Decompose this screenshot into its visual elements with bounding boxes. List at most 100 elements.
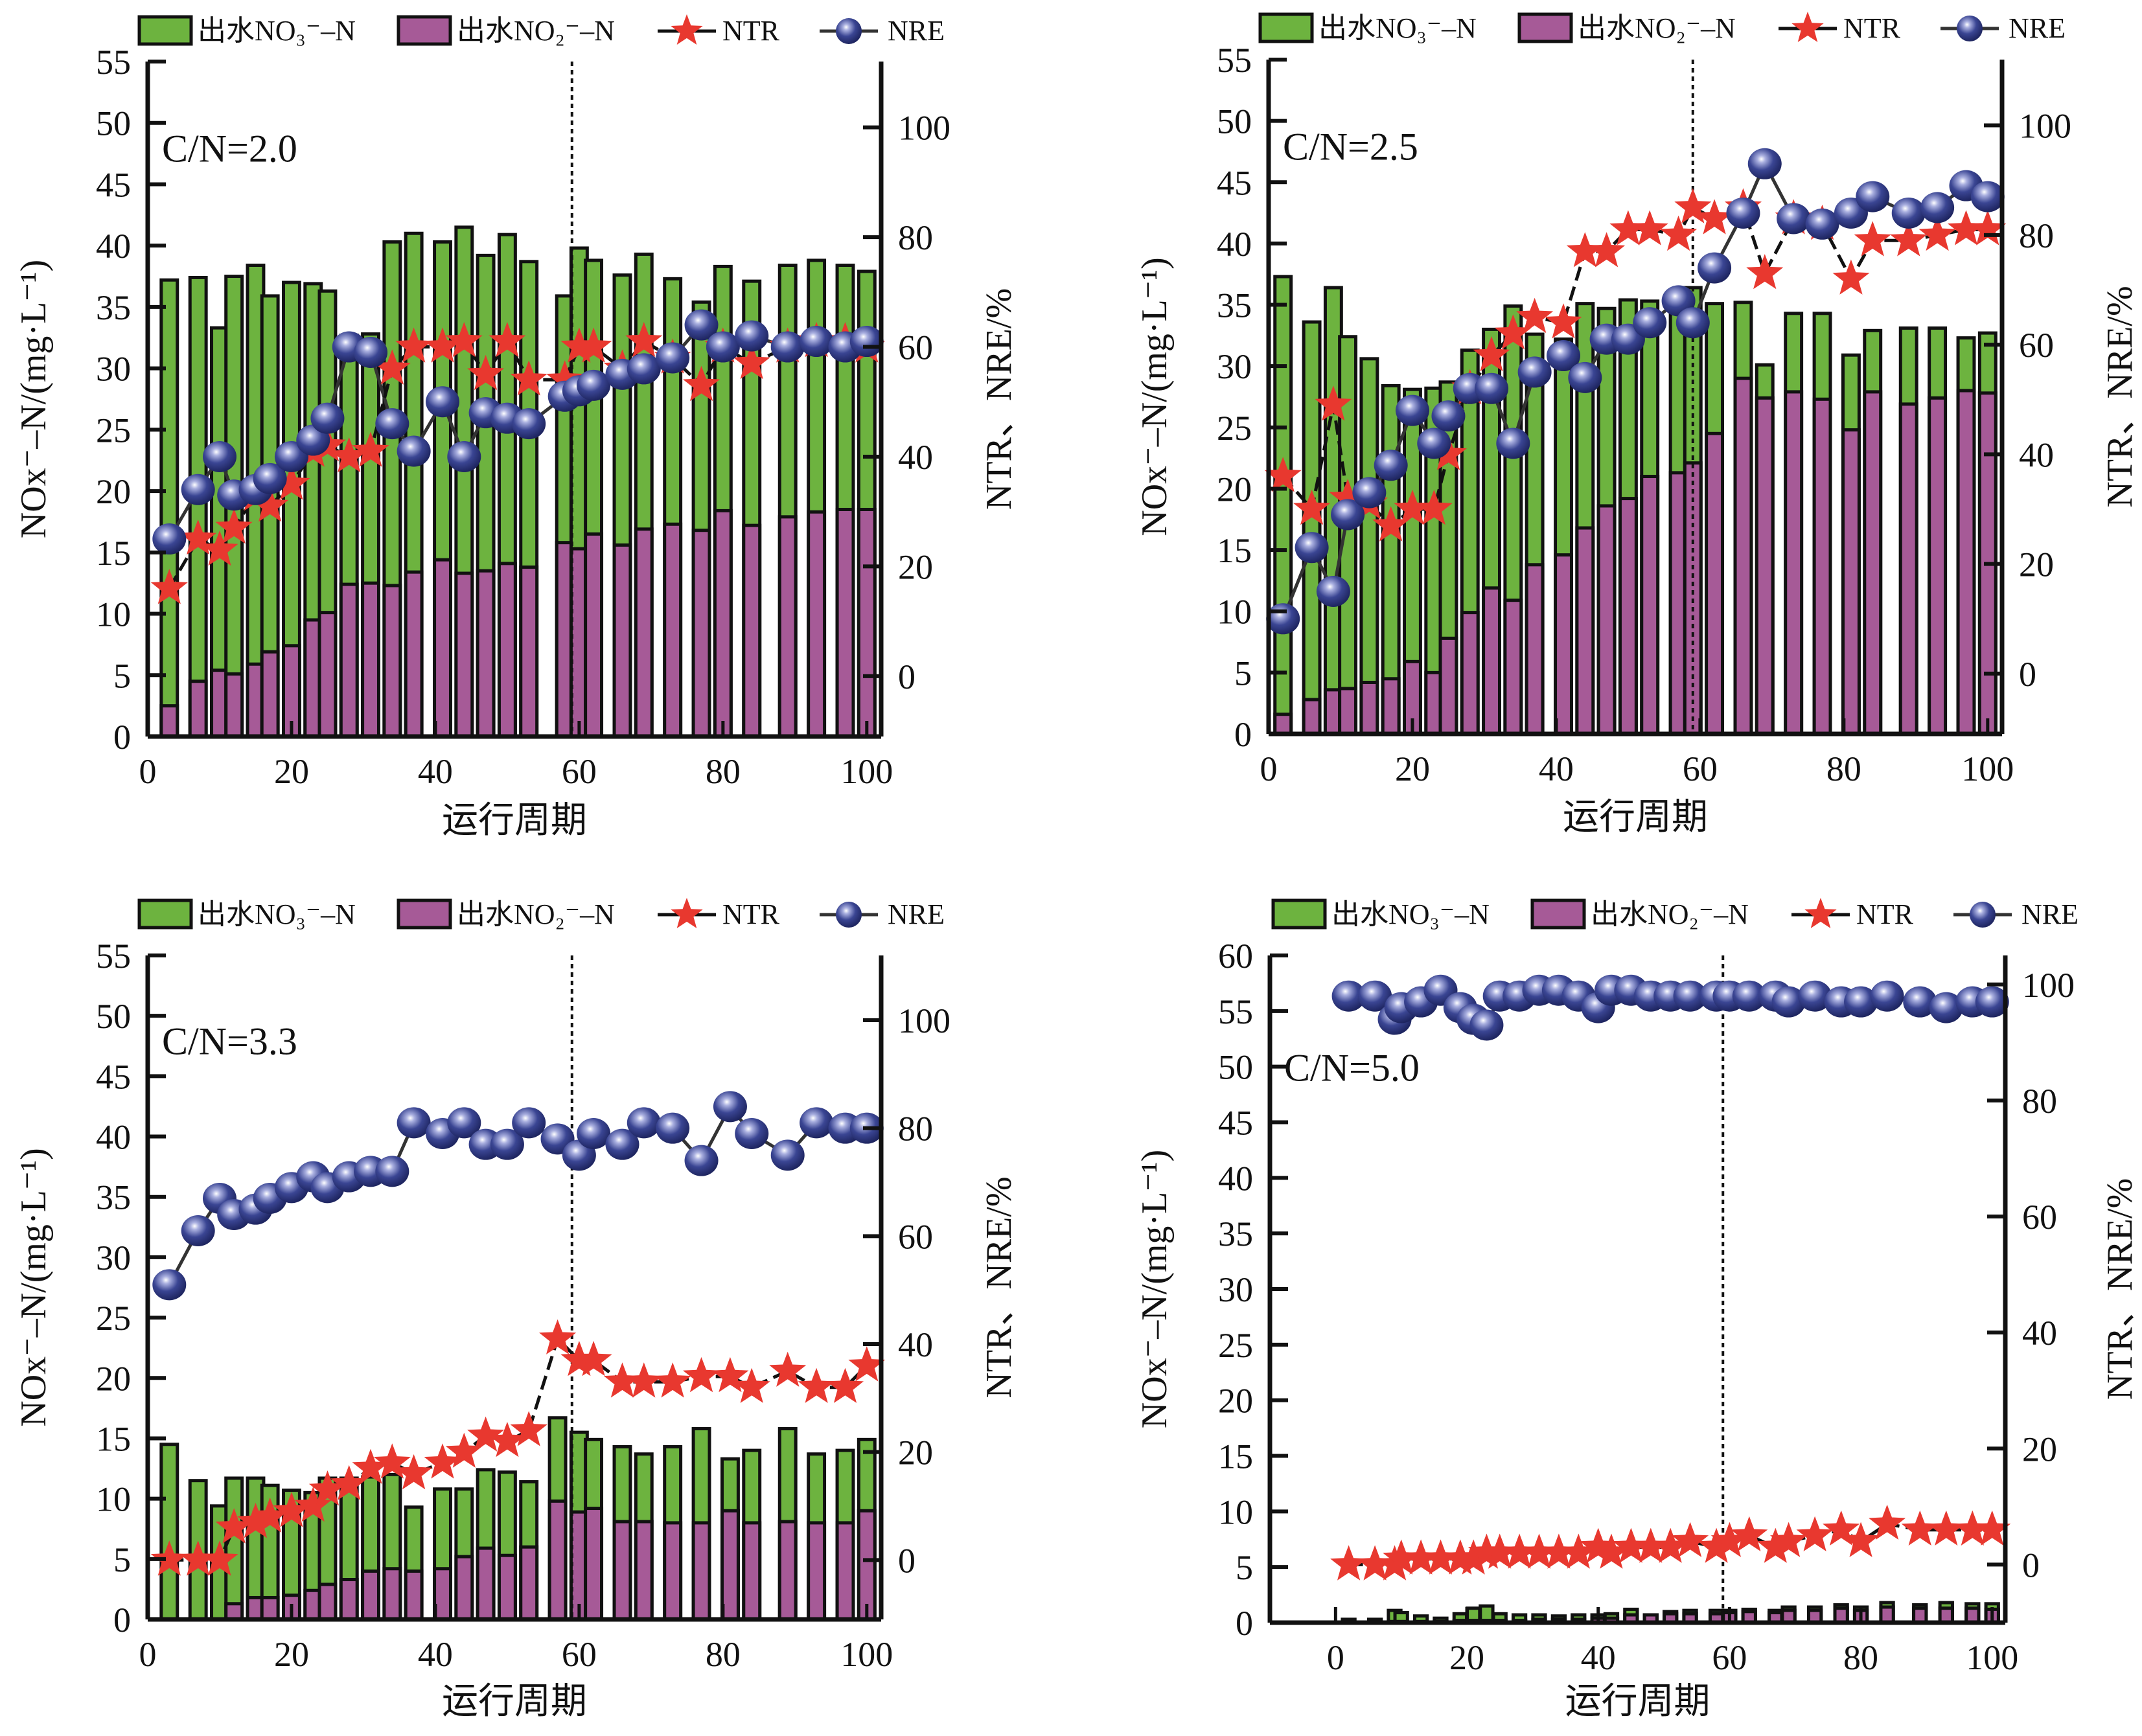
bar-no2	[361, 1569, 380, 1621]
ntr-point	[1402, 1539, 1440, 1575]
ntr-point	[150, 1540, 188, 1576]
bar-no2	[1733, 376, 1753, 736]
y-tick-label: 40	[1217, 225, 1252, 264]
bar-no2	[476, 569, 496, 738]
ntr-point	[1652, 1527, 1689, 1563]
ntr-point	[179, 1540, 217, 1576]
ntr-point	[1315, 385, 1352, 421]
ntr-point	[1631, 210, 1668, 246]
ntr-point	[560, 327, 598, 363]
bar-no2	[1460, 611, 1480, 736]
bar-no2	[159, 704, 179, 738]
ntr-point	[711, 1357, 749, 1393]
bar-no3	[1338, 335, 1358, 736]
nre-point	[1698, 252, 1732, 284]
y-tick-label: 15	[1218, 1437, 1253, 1476]
bar-no2	[835, 1521, 855, 1621]
bar-no2	[1640, 475, 1660, 736]
ntr-point	[1974, 1510, 2011, 1546]
y-tick-label: 10	[1217, 593, 1252, 632]
legend-label-no3: 出水NO₃⁻–N	[1331, 898, 1490, 930]
ntr-point	[373, 1443, 411, 1479]
x-axis-title: 运行周期	[1563, 797, 1708, 838]
y-tick-label: 45	[1218, 1104, 1253, 1143]
bar-no2	[224, 1602, 244, 1621]
ntr-point	[467, 354, 505, 391]
y-tick-label: 30	[1217, 347, 1252, 386]
nre-point	[1331, 499, 1365, 531]
y2-tick-label: 20	[898, 547, 933, 586]
nre-point	[684, 309, 719, 341]
bar-no2	[777, 515, 798, 738]
bar-no2	[584, 532, 604, 738]
x-tick-label: 80	[706, 752, 741, 791]
nre-point	[1547, 340, 1581, 372]
nre-point	[1517, 356, 1552, 388]
legend-ball-icon	[836, 18, 862, 44]
bar-no2	[691, 529, 711, 738]
legend-label-no2: 出水NO₂⁻–N	[1591, 898, 1749, 930]
nre-point	[1970, 181, 2005, 212]
bar-no2	[1503, 599, 1523, 736]
y-tick-label: 20	[1217, 470, 1252, 508]
legend-label-no3: 出水NO₃⁻–N	[198, 15, 356, 47]
ntr-point	[1612, 1527, 1650, 1563]
ntr-point	[236, 1503, 274, 1538]
ntr-point	[1948, 210, 1985, 246]
bar-no2	[663, 1521, 683, 1621]
nre-point	[202, 440, 236, 472]
bar-no2	[497, 1553, 517, 1621]
bar-no2	[1575, 526, 1595, 736]
ntr-point	[330, 1465, 368, 1500]
y2-axis-title: NTR、NRE/%	[2100, 286, 2140, 507]
nre-point	[1633, 307, 1667, 339]
legend-swatch-no2	[1517, 12, 1573, 43]
legend-label-ntr: NTR	[722, 898, 780, 930]
x-axis-title: 运行周期	[1565, 1682, 1710, 1722]
ntr-point	[1969, 210, 2007, 246]
ntr-point	[1329, 479, 1366, 514]
cn-ratio-label: C/N=3.3	[162, 1020, 297, 1062]
y-tick-label: 15	[96, 1419, 131, 1458]
nre-point	[800, 1107, 834, 1139]
nre-point	[1975, 986, 2009, 1018]
nre-point	[735, 1118, 769, 1149]
legend: 出水NO₃⁻–N 出水NO₂⁻–N NTR NRE	[1271, 898, 2079, 930]
nre-point	[253, 463, 287, 494]
ntr-point	[395, 1454, 433, 1490]
x-tick-label: 40	[418, 1635, 453, 1674]
y2-tick-label: 100	[898, 109, 950, 148]
bar-no2	[260, 1595, 280, 1621]
bar-no2	[519, 565, 539, 738]
x-tick-label: 40	[1581, 1638, 1616, 1677]
ntr-point	[683, 1357, 720, 1393]
ntr-point	[215, 1508, 253, 1544]
bar-no2	[807, 1521, 827, 1621]
y-tick-label: 10	[96, 595, 131, 634]
y-axis-title: NOx⁻–N/(mg·L⁻¹)	[14, 1148, 54, 1427]
x-tick-label: 100	[840, 752, 893, 791]
bar-no2	[224, 672, 244, 738]
ntr-point	[1710, 1522, 1748, 1557]
y-tick-label: 40	[1218, 1159, 1253, 1198]
bar-no2	[339, 582, 359, 738]
y2-axis-title: NTR、NRE/%	[2100, 1178, 2140, 1400]
nre-point	[397, 1107, 431, 1139]
nre-point	[181, 1215, 215, 1246]
nre-point	[1316, 575, 1350, 607]
nre-point	[397, 435, 431, 467]
y2-tick-label: 40	[2019, 435, 2054, 474]
nre-point	[1295, 532, 1329, 564]
nre-point	[1568, 361, 1602, 393]
ntr-point	[1415, 490, 1453, 525]
bar-no2	[188, 680, 208, 738]
y-tick-label: 50	[96, 997, 131, 1036]
ntr-point	[1660, 215, 1698, 251]
ntr-point	[1293, 490, 1331, 525]
nre-point	[713, 1091, 747, 1123]
ntr-point	[1593, 1533, 1630, 1569]
ntr-point	[1566, 232, 1604, 268]
ntr-point	[251, 1497, 289, 1533]
ntr-point	[1481, 1533, 1519, 1569]
